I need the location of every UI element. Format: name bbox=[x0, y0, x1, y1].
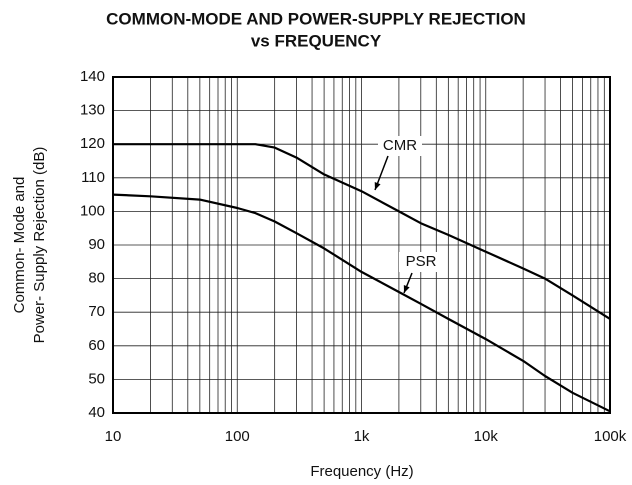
series-label: CMR bbox=[383, 137, 417, 154]
arrow-head bbox=[374, 182, 381, 190]
y-tick-label: 50 bbox=[88, 370, 105, 387]
y-tick-label: 110 bbox=[81, 169, 105, 186]
series-line bbox=[112, 193, 611, 413]
y-tick-label: 100 bbox=[80, 202, 105, 219]
label-background bbox=[378, 136, 422, 156]
x-tick-label: 10k bbox=[474, 428, 499, 445]
x-axis-label: Frequency (Hz) bbox=[310, 463, 413, 480]
x-tick-label: 1k bbox=[354, 428, 370, 445]
y-tick-label: 120 bbox=[80, 135, 105, 152]
y-tick-label: 60 bbox=[88, 337, 105, 354]
series-line bbox=[113, 143, 611, 320]
plot-frame bbox=[112, 76, 611, 414]
y-tick-label: 40 bbox=[88, 404, 105, 421]
series-label: PSR bbox=[406, 253, 437, 270]
y-tick-label: 80 bbox=[88, 270, 105, 287]
arrow-head bbox=[403, 285, 410, 293]
y-tick-label: 90 bbox=[88, 236, 105, 253]
y-axis-label: Common- Mode and bbox=[11, 177, 28, 314]
x-tick-label: 100k bbox=[594, 428, 627, 445]
y-tick-label: 70 bbox=[88, 303, 105, 320]
y-tick-label: 130 bbox=[80, 102, 105, 119]
y-axis-label: Power- Supply Rejection (dB) bbox=[31, 147, 48, 344]
chart-title: vs FREQUENCY bbox=[251, 31, 382, 50]
chart-title: COMMON-MODE AND POWER-SUPPLY REJECTION bbox=[106, 9, 526, 28]
y-tick-label: 140 bbox=[80, 68, 105, 85]
x-tick-label: 100 bbox=[225, 428, 250, 445]
label-background bbox=[399, 252, 443, 272]
x-tick-label: 10 bbox=[105, 428, 122, 445]
